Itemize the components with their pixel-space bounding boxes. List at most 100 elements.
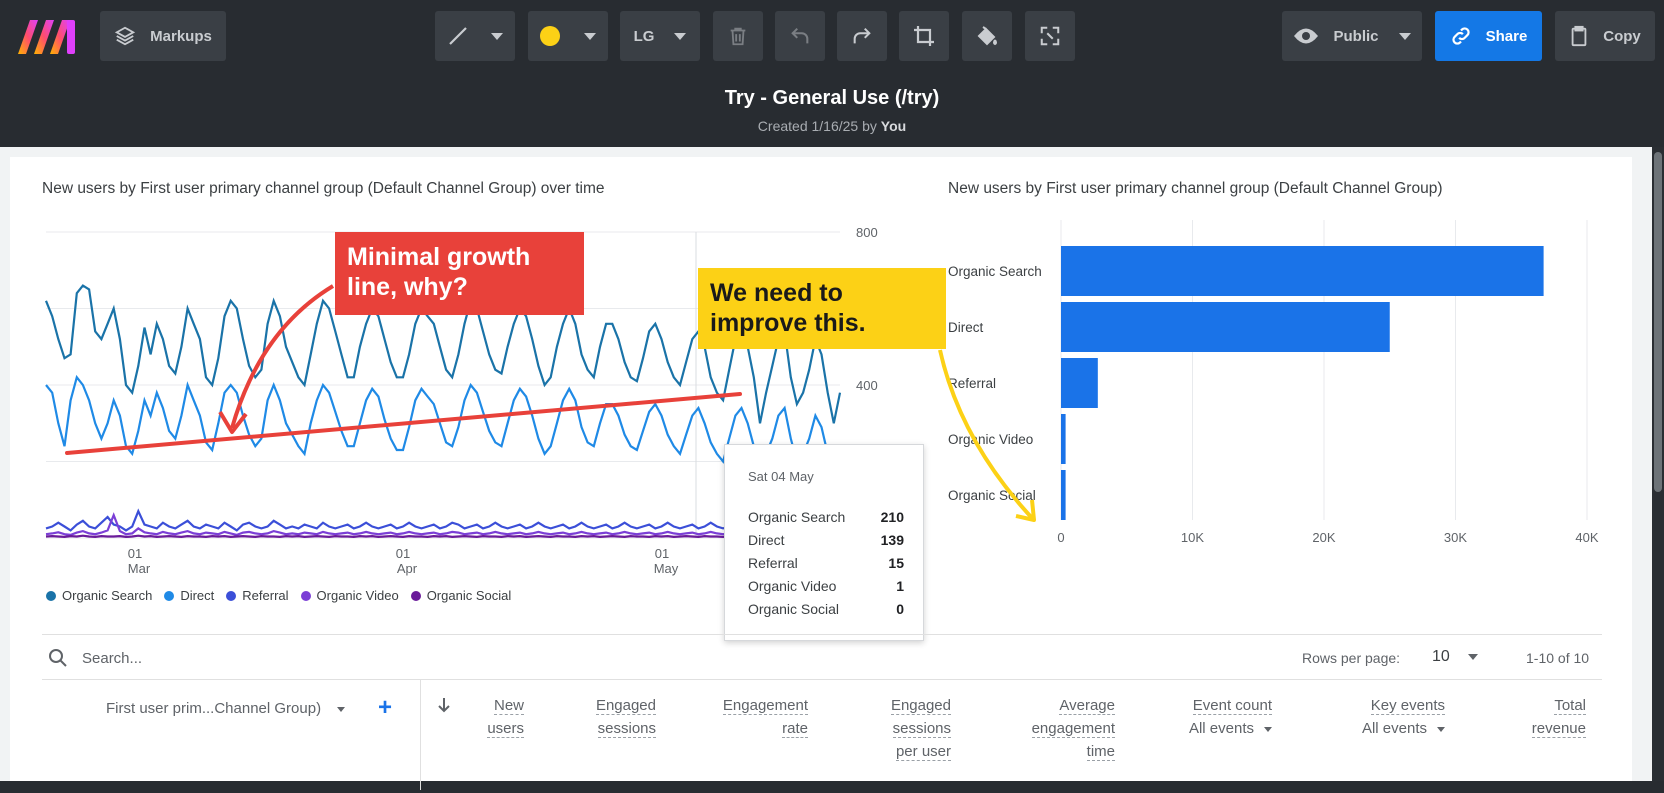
sort-arrow-icon[interactable] xyxy=(437,696,451,719)
bar-chart[interactable]: Organic Search Direct Referral Organic Vide… xyxy=(940,200,1640,580)
bottom-strip xyxy=(0,781,1664,793)
series-line-organic-video[interactable] xyxy=(45,512,841,539)
column-header-line: users xyxy=(487,720,524,738)
column-header-line: sessions xyxy=(597,720,656,738)
column-header[interactable]: Engaged sessions xyxy=(595,694,656,740)
clipboard-icon xyxy=(1569,25,1589,47)
bar-x-tick-label: 40K xyxy=(1575,530,1598,545)
rows-per-page-select[interactable]: 10 xyxy=(1432,648,1479,666)
bar-category-label: Direct xyxy=(948,320,984,335)
x-tick-label: 01 xyxy=(655,546,669,561)
visibility-label: Public xyxy=(1333,27,1379,45)
column-header-line: Engagement xyxy=(722,697,808,715)
redo-button[interactable] xyxy=(837,11,887,61)
tooltip-row-value: 15 xyxy=(888,555,904,571)
bar-direct[interactable] xyxy=(1061,302,1390,352)
chevron-down-icon xyxy=(1468,653,1479,660)
layers-icon xyxy=(114,25,136,47)
column-header[interactable]: Total revenue xyxy=(1531,694,1586,740)
bar-organic-social[interactable] xyxy=(1061,470,1066,520)
tooltip-row-value: 210 xyxy=(880,509,904,525)
chevron-down-icon xyxy=(337,706,346,712)
copy-button[interactable]: Copy xyxy=(1555,11,1655,61)
document-title: Try - General Use (/try) xyxy=(724,87,940,109)
fill-button[interactable] xyxy=(962,11,1012,61)
column-header[interactable]: Average engagement time xyxy=(1031,694,1115,763)
tooltip-row-label: Organic Social xyxy=(748,601,840,617)
dimension-header-label: First user prim...Channel Group) xyxy=(106,700,322,717)
legend-label: Organic Search xyxy=(62,588,153,603)
bar-x-tick-label: 20K xyxy=(1312,530,1335,545)
search-input[interactable]: Search... xyxy=(82,650,143,667)
bar-organic-search[interactable] xyxy=(1061,246,1544,296)
column-header-line: All events xyxy=(1361,720,1427,737)
legend-swatch xyxy=(300,590,311,601)
search-icon[interactable] xyxy=(48,648,68,673)
chevron-down-icon[interactable] xyxy=(1264,726,1272,732)
fit-screen-button[interactable] xyxy=(1025,11,1075,61)
series-line-organic-social[interactable] xyxy=(45,534,840,540)
tooltip-row-label: Organic Search xyxy=(748,509,846,525)
column-header[interactable]: New users xyxy=(487,694,524,740)
bar-x-tick-label: 10K xyxy=(1181,530,1204,545)
delete-button[interactable] xyxy=(713,11,763,61)
line-chart-legend: Organic Search Direct Referral Organic Vide… xyxy=(46,588,511,603)
add-dimension-button[interactable]: + xyxy=(378,694,393,721)
legend-item[interactable]: Organic Video xyxy=(300,588,399,603)
bar-category-label: Referral xyxy=(948,376,996,391)
top-toolbar: Markups LG xyxy=(0,0,1664,73)
annotation-red-note[interactable]: Minimal growth line, why? xyxy=(335,232,584,315)
column-header[interactable]: Engaged sessions per user xyxy=(890,694,951,763)
legend-item[interactable]: Referral xyxy=(226,588,289,603)
markups-button[interactable]: Markups xyxy=(100,11,226,61)
tooltip-row: Organic Search 210 xyxy=(748,509,904,525)
y-tick-label: 400 xyxy=(856,378,878,393)
crop-button[interactable] xyxy=(899,11,949,61)
line-chart-title: New users by First user primary channel … xyxy=(42,180,605,197)
legend-item[interactable]: Direct xyxy=(164,588,214,603)
dimension-header[interactable]: First user prim...Channel Group) xyxy=(106,700,346,717)
series-line-direct[interactable] xyxy=(45,374,842,473)
column-header[interactable]: Event count All events xyxy=(1189,694,1272,740)
color-picker-dropdown[interactable] xyxy=(528,11,608,61)
x-tick-month-label: Apr xyxy=(397,561,418,576)
column-header-line: New xyxy=(493,697,524,715)
column-header-line: Total xyxy=(1554,697,1586,715)
chevron-down-icon[interactable] xyxy=(1437,726,1445,732)
series-line-referral[interactable] xyxy=(45,508,841,534)
legend-item[interactable]: Organic Social xyxy=(410,588,512,603)
scrollbar-thumb[interactable] xyxy=(1654,152,1662,492)
tooltip-date: Sat 04 May xyxy=(748,469,814,484)
tooltip-row: Direct 139 xyxy=(748,532,904,548)
eye-icon xyxy=(1293,27,1319,45)
size-dropdown[interactable]: LG xyxy=(620,11,700,61)
expand-icon xyxy=(1039,25,1061,47)
legend-label: Organic Social xyxy=(426,588,512,603)
column-header[interactable]: Engagement rate xyxy=(722,694,808,740)
line-tool-dropdown[interactable] xyxy=(435,11,515,61)
column-header-line: engagement xyxy=(1031,720,1115,738)
series-line-organic-search[interactable] xyxy=(44,284,842,424)
chevron-down-icon xyxy=(1398,32,1411,40)
column-header[interactable]: Key events All events xyxy=(1362,694,1445,740)
bar-chart-title: New users by First user primary channel … xyxy=(948,180,1443,197)
legend-item[interactable]: Organic Search xyxy=(46,588,152,603)
bar-x-tick-label: 0 xyxy=(1057,530,1064,545)
column-header-line: Key events xyxy=(1370,697,1445,715)
legend-swatch xyxy=(410,590,421,601)
link-icon xyxy=(1450,25,1472,47)
bar-category-label: Organic Social xyxy=(948,488,1036,503)
bar-referral[interactable] xyxy=(1061,358,1098,408)
undo-button[interactable] xyxy=(775,11,825,61)
bar-organic-video[interactable] xyxy=(1061,414,1066,464)
copy-label: Copy xyxy=(1603,27,1641,45)
paint-bucket-icon xyxy=(975,24,999,48)
app-logo[interactable] xyxy=(16,14,78,58)
column-header-line: Engaged xyxy=(595,697,656,715)
tooltip-row-label: Organic Video xyxy=(748,578,837,594)
tooltip-row-label: Referral xyxy=(748,555,798,571)
legend-label: Direct xyxy=(180,588,215,603)
annotation-yellow-note[interactable]: We need to improve this. xyxy=(698,268,946,349)
share-button[interactable]: Share xyxy=(1435,11,1542,61)
visibility-dropdown[interactable]: Public xyxy=(1282,11,1422,61)
